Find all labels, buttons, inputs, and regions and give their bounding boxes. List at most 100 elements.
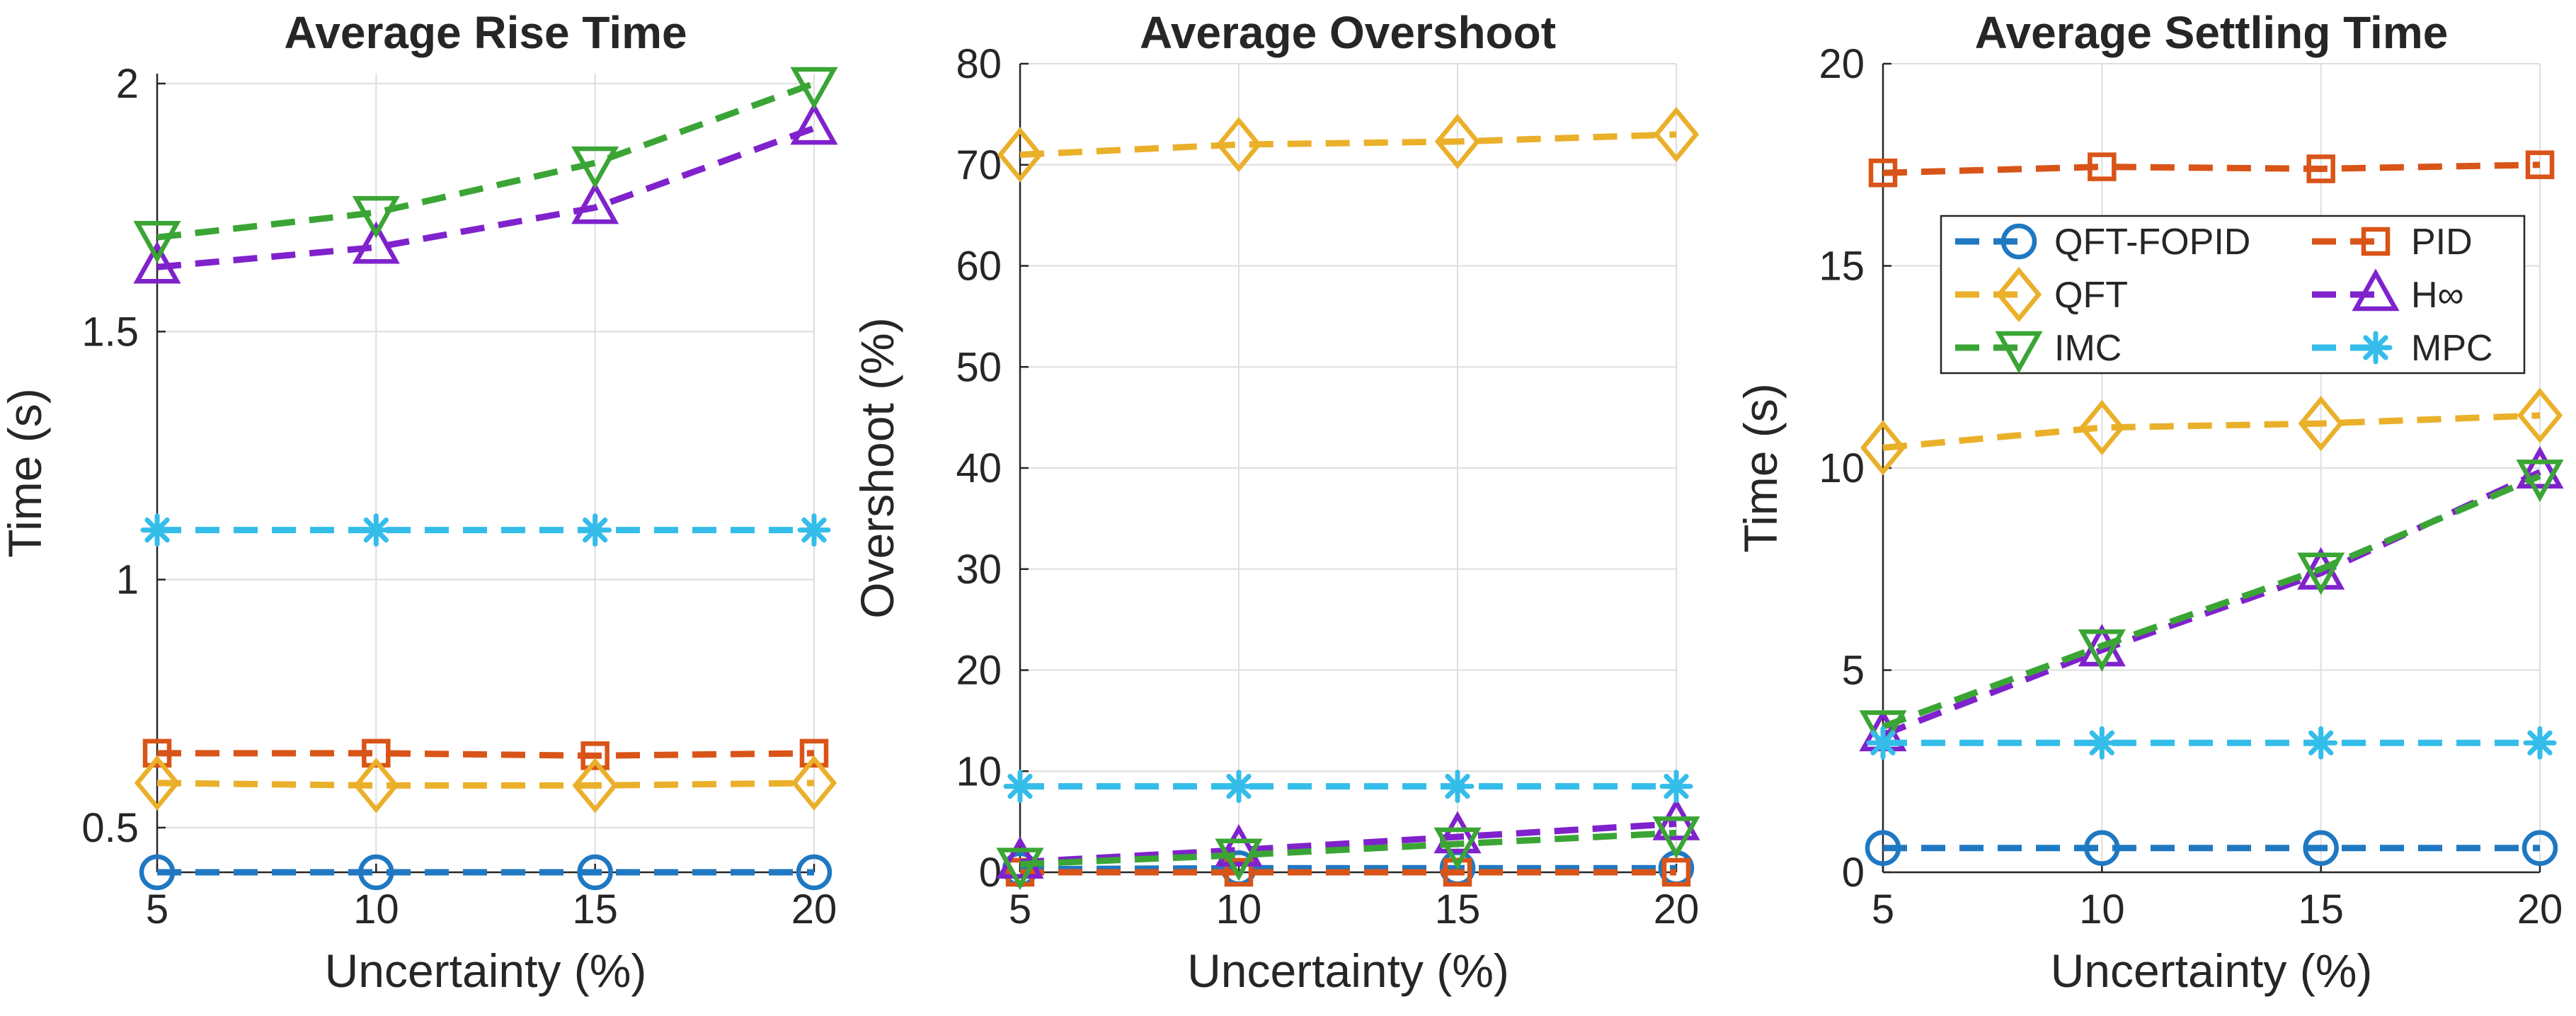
overshoot-point-h-infinity-10 bbox=[1215, 823, 1263, 867]
settling-time-point-qft-fopid-15 bbox=[2303, 830, 2339, 866]
overshoot-y-tick-label: 0 bbox=[979, 850, 1002, 896]
rise-time-point-mpc-10 bbox=[359, 513, 393, 547]
overshoot-y-tick-label: 80 bbox=[956, 41, 1002, 87]
rise-time-point-pid-15 bbox=[580, 741, 609, 770]
rise-time-point-imc-20 bbox=[790, 67, 838, 110]
rise-time-y-tick-label: 1.5 bbox=[81, 309, 139, 355]
settling-time-series-qft-fopid bbox=[1865, 830, 2558, 866]
settling-time-title: Average Settling Time bbox=[1975, 7, 2449, 58]
settling-time-point-qft-15 bbox=[2298, 396, 2344, 452]
rise-time-series-h-infinity bbox=[133, 102, 838, 284]
overshoot-point-qft-15 bbox=[1434, 113, 1481, 170]
overshoot-point-qft-5 bbox=[997, 127, 1043, 183]
overshoot-point-imc-5 bbox=[996, 847, 1044, 891]
settling-time-point-qft-fopid-5 bbox=[1865, 830, 1901, 866]
settling-time-point-pid-5 bbox=[1868, 158, 1898, 188]
rise-time-ylabel: Time (s) bbox=[0, 388, 51, 558]
overshoot-x-tick-label: 10 bbox=[1216, 886, 1262, 932]
overshoot-line-qft bbox=[1019, 131, 1677, 158]
rise-time-x-tick-label: 5 bbox=[146, 886, 168, 932]
rise-time-point-pid-5 bbox=[142, 738, 172, 768]
rise-time-point-qft-20 bbox=[791, 755, 837, 811]
overshoot-point-h-infinity-5 bbox=[996, 836, 1044, 879]
rise-time-line-h-infinity bbox=[156, 125, 815, 270]
overshoot-series-qft bbox=[997, 106, 1700, 183]
overshoot-point-pid-15 bbox=[1443, 857, 1472, 887]
rise-time-point-qft-5 bbox=[134, 755, 181, 811]
overshoot-y-tick-label: 50 bbox=[956, 344, 1002, 390]
settling-time-x-tick-label: 15 bbox=[2298, 886, 2344, 932]
settling-time-point-imc-20 bbox=[2516, 460, 2564, 503]
settling-time-point-qft-10 bbox=[2079, 399, 2125, 456]
settling-time-x-tick-label: 10 bbox=[2079, 886, 2125, 932]
rise-time-point-imc-15 bbox=[571, 146, 619, 189]
legend-marker-h-infinity bbox=[2352, 268, 2400, 312]
legend-label-qft: QFT bbox=[2054, 275, 2128, 316]
legend-marker-qft bbox=[1996, 266, 2042, 323]
rise-time-y-tick-label: 0.5 bbox=[81, 805, 139, 851]
rise-time-series-mpc bbox=[140, 513, 831, 547]
rise-time-point-h-infinity-15 bbox=[571, 181, 619, 224]
rise-time-line-qft bbox=[156, 780, 815, 789]
settling-time-series-imc bbox=[1859, 460, 2564, 753]
settling-time-point-qft-20 bbox=[2517, 387, 2563, 443]
rise-time-point-mpc-5 bbox=[140, 513, 174, 547]
overshoot-x-tick-label: 15 bbox=[1435, 886, 1481, 932]
legend-marker-qft-fopid bbox=[2000, 223, 2037, 260]
rise-time-x-tick-label: 20 bbox=[791, 886, 837, 932]
legend-entry-mpc: MPC bbox=[2312, 328, 2493, 369]
legend-label-h-infinity: H∞ bbox=[2411, 275, 2464, 316]
legend-entry-qft-fopid: QFT-FOPID bbox=[1955, 222, 2250, 263]
overshoot-ylabel: Overshoot (%) bbox=[851, 317, 903, 618]
legend-marker-pid bbox=[2361, 227, 2391, 256]
rise-time-point-imc-5 bbox=[133, 220, 181, 263]
settling-time-point-imc-10 bbox=[2078, 629, 2126, 672]
overshoot-x-tick-label: 5 bbox=[1009, 886, 1031, 932]
overshoot-point-mpc-15 bbox=[1441, 770, 1475, 804]
rise-time-y-tick-label: 1 bbox=[116, 557, 139, 603]
overshoot-series-mpc bbox=[1003, 770, 1693, 804]
overshoot-line-h-infinity bbox=[1019, 820, 1677, 866]
rise-time-x-tick-label: 10 bbox=[353, 886, 399, 932]
overshoot-xlabel: Uncertainty (%) bbox=[1187, 944, 1509, 997]
rise-time-point-h-infinity-10 bbox=[352, 221, 400, 264]
settling-time-y-tick-label: 15 bbox=[1819, 244, 1865, 290]
settling-time-point-imc-5 bbox=[1859, 710, 1907, 753]
legend-entry-qft: QFT bbox=[1955, 266, 2128, 323]
rise-time-series-qft-fopid bbox=[139, 854, 832, 891]
overshoot-x-tick-label: 20 bbox=[1654, 886, 1700, 932]
rise-time-xlabel: Uncertainty (%) bbox=[325, 944, 647, 997]
overshoot-point-mpc-10 bbox=[1222, 770, 1256, 804]
settling-time-point-pid-15 bbox=[2306, 154, 2335, 183]
overshoot-point-imc-10 bbox=[1215, 838, 1263, 881]
settling-time-point-imc-15 bbox=[2297, 552, 2345, 595]
settling-time-point-mpc-5 bbox=[1866, 726, 1900, 760]
overshoot-chart: 5 10 15 20 0 10 20 30 40 50 60 70 80 Average Overshoo… bbox=[851, 7, 1700, 997]
overshoot-point-qft-20 bbox=[1653, 106, 1700, 163]
overshoot-line-qft-fopid bbox=[1019, 864, 1676, 873]
rise-time-point-h-infinity-5 bbox=[133, 241, 181, 284]
settling-time-point-h-infinity-20 bbox=[2516, 446, 2564, 489]
legend-label-imc: IMC bbox=[2054, 328, 2122, 369]
settling-time-point-mpc-10 bbox=[2085, 726, 2119, 760]
rise-time-series-pid bbox=[142, 738, 829, 770]
legend-marker-mpc bbox=[2359, 331, 2393, 365]
overshoot-point-imc-20 bbox=[1652, 816, 1700, 859]
settling-time-series-pid bbox=[1868, 150, 2555, 188]
overshoot-title: Average Overshoot bbox=[1140, 7, 1556, 58]
overshoot-point-mpc-5 bbox=[1003, 770, 1037, 804]
settling-time-point-mpc-20 bbox=[2523, 726, 2557, 760]
overshoot-point-pid-10 bbox=[1224, 857, 1254, 887]
rise-time-point-pid-20 bbox=[799, 738, 829, 768]
rise-time-point-imc-10 bbox=[352, 195, 400, 239]
rise-time-chart: 5 10 15 20 0.5 1 1.5 2 Average Rise Time Uncertai… bbox=[0, 7, 838, 997]
legend-label-qft-fopid: QFT-FOPID bbox=[2054, 222, 2250, 263]
rise-time-point-qft-15 bbox=[572, 758, 618, 814]
settling-time-point-pid-10 bbox=[2088, 152, 2117, 181]
settling-time-legend: QFT-FOPID PID QFT H∞ IMC MPC bbox=[1940, 215, 2526, 375]
rise-time-point-qft-fopid-10 bbox=[358, 854, 394, 891]
rise-time-point-mpc-15 bbox=[578, 513, 612, 547]
overshoot-y-tick-label: 20 bbox=[956, 648, 1002, 694]
